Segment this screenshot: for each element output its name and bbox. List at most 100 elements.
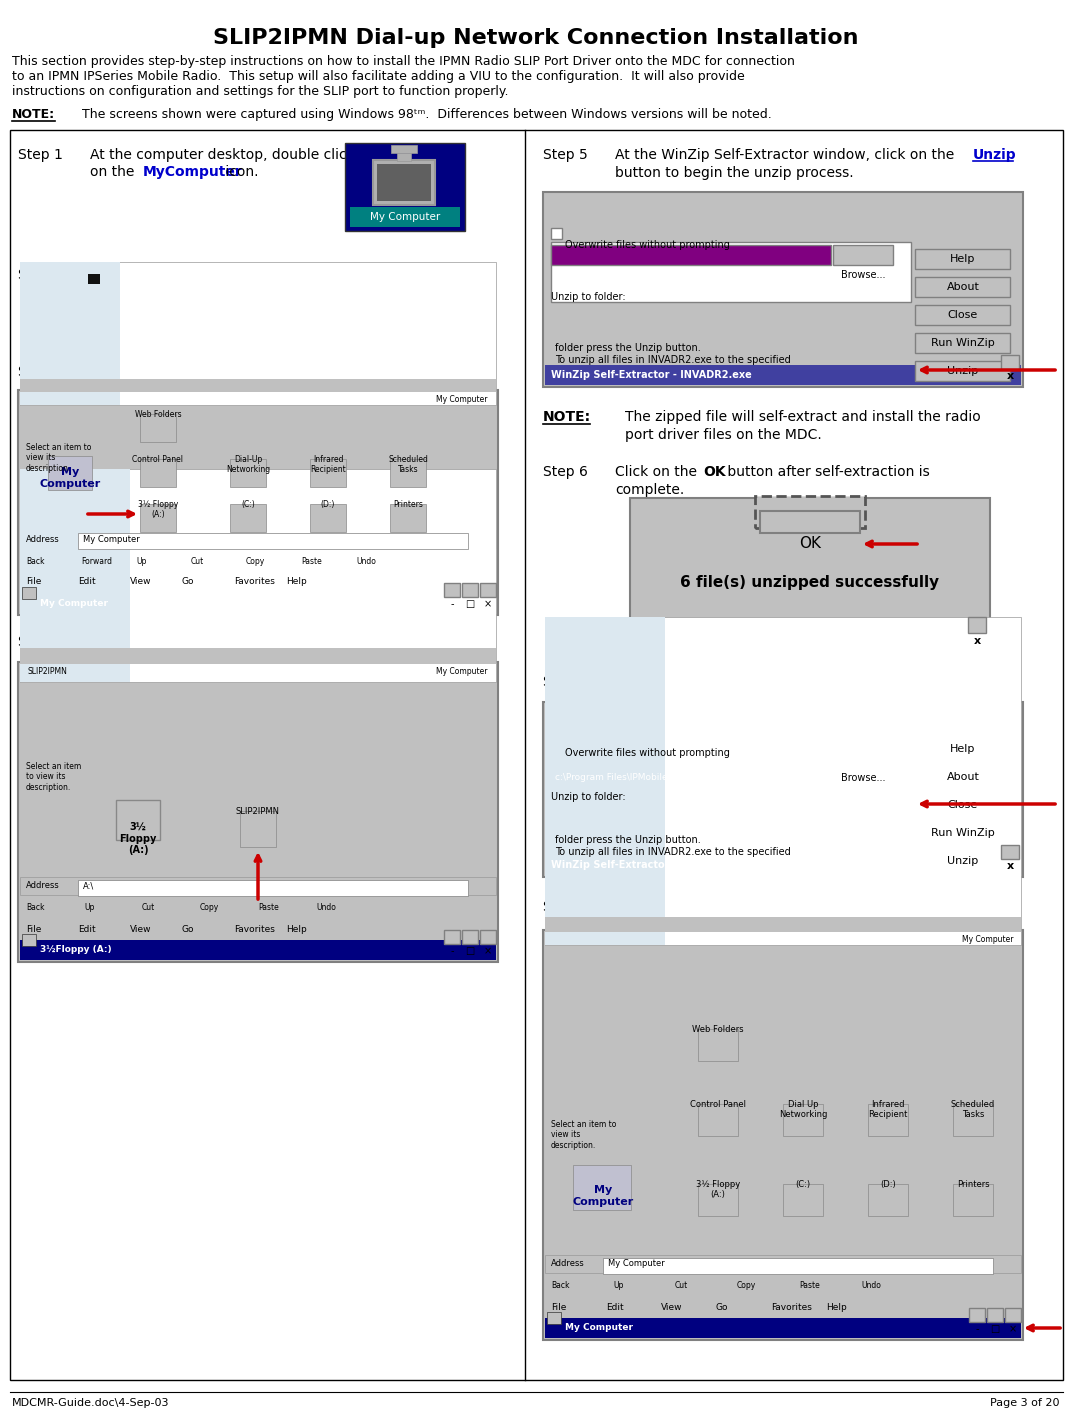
Text: Paste: Paste: [799, 1282, 820, 1290]
Bar: [545, 1255, 1021, 1273]
Bar: [552, 752, 831, 769]
Bar: [480, 930, 496, 944]
Text: My Computer: My Computer: [961, 936, 1013, 944]
Text: Back: Back: [26, 556, 44, 566]
Text: Web Folders: Web Folders: [135, 410, 181, 418]
Bar: [915, 795, 1010, 815]
Text: My
Computer: My Computer: [572, 1185, 634, 1207]
Bar: [373, 160, 435, 206]
Text: A:\: A:\: [83, 882, 94, 891]
Text: Go: Go: [182, 577, 194, 587]
Bar: [552, 228, 562, 240]
Text: Overwrite files without prompting: Overwrite files without prompting: [565, 749, 730, 759]
Bar: [139, 503, 176, 532]
Text: 3½
Floppy
(A:): 3½ Floppy (A:): [119, 822, 157, 855]
Bar: [20, 379, 496, 391]
Text: □: □: [466, 598, 474, 608]
Bar: [552, 752, 911, 803]
Bar: [310, 459, 346, 486]
Text: c:\Program Files\IPMobileNet: c:\Program Files\IPMobileNet: [555, 773, 684, 783]
Bar: [1005, 1307, 1021, 1322]
Bar: [20, 469, 130, 682]
Bar: [71, 289, 117, 315]
Text: Favorites: Favorites: [234, 925, 275, 933]
Bar: [699, 1184, 738, 1217]
Text: Help: Help: [286, 925, 307, 933]
Text: on the: on the: [90, 164, 138, 179]
Text: Control Panel: Control Panel: [132, 455, 183, 464]
Text: Step 3: Step 3: [18, 364, 62, 379]
Bar: [20, 593, 496, 613]
Text: Page 3 of 20: Page 3 of 20: [990, 1398, 1060, 1408]
Text: Favorites: Favorites: [771, 1303, 812, 1312]
Text: □: □: [466, 946, 474, 956]
Text: Select an item to
view its
description.: Select an item to view its description.: [26, 442, 91, 472]
Text: SLIP2IPMN: SLIP2IPMN: [28, 668, 68, 676]
Text: Copy: Copy: [200, 903, 219, 913]
Text: Go: Go: [716, 1303, 729, 1312]
Text: Click on the: Click on the: [615, 465, 702, 479]
Text: File: File: [26, 577, 42, 587]
Text: My
Computer: My Computer: [40, 467, 101, 489]
Text: folder press the Unzip button.: folder press the Unzip button.: [555, 835, 701, 845]
Bar: [116, 800, 160, 839]
Text: -: -: [975, 1324, 979, 1334]
Text: My Computer: My Computer: [565, 1323, 633, 1333]
Text: -: -: [451, 946, 454, 956]
Text: Unzip to folder:: Unzip to folder:: [552, 292, 626, 302]
Text: Up: Up: [136, 556, 146, 566]
Text: Step 4: Step 4: [18, 635, 62, 649]
Text: Help: Help: [951, 744, 975, 754]
Text: Close: Close: [947, 800, 979, 810]
Text: ×: ×: [484, 598, 493, 608]
Text: Cut: Cut: [675, 1282, 688, 1290]
Text: Undo: Undo: [317, 903, 336, 913]
Bar: [350, 207, 460, 227]
Text: ×: ×: [484, 946, 493, 956]
Text: 3½ Floppy
(A:): 3½ Floppy (A:): [696, 1180, 740, 1200]
Bar: [139, 459, 176, 486]
Bar: [377, 164, 431, 201]
Bar: [547, 1312, 561, 1324]
Bar: [462, 930, 477, 944]
Text: Infrared
Recipient: Infrared Recipient: [868, 1100, 908, 1119]
Text: File: File: [552, 1303, 567, 1312]
Text: Address: Address: [26, 535, 60, 543]
Text: My Computer: My Computer: [370, 213, 440, 223]
Text: Close: Close: [947, 311, 979, 320]
Text: Unzip: Unzip: [947, 366, 979, 376]
Text: -: -: [451, 598, 454, 608]
Bar: [969, 1307, 985, 1322]
Text: Paste: Paste: [302, 556, 322, 566]
Text: Insert the IPMN Radio SLIP Port Driver: Insert the IPMN Radio SLIP Port Driver: [135, 268, 397, 282]
Bar: [462, 583, 477, 597]
Text: WinZip Self-Extractor - INVADR2.exe: WinZip Self-Extractor - INVADR2.exe: [552, 859, 752, 871]
Bar: [389, 459, 426, 486]
Text: Control Panel: Control Panel: [690, 1100, 746, 1109]
Text: Back: Back: [552, 1282, 570, 1290]
Bar: [389, 503, 426, 532]
Text: Click on the: Click on the: [615, 675, 702, 689]
Bar: [391, 145, 417, 153]
Bar: [915, 333, 1010, 353]
Text: (D:): (D:): [880, 1180, 896, 1190]
Text: Browse...: Browse...: [841, 269, 885, 279]
Bar: [755, 496, 865, 527]
Bar: [915, 250, 1010, 269]
Text: icon.: icon.: [221, 164, 259, 179]
Text: NOTE:: NOTE:: [543, 410, 591, 424]
Text: Printers: Printers: [393, 501, 423, 509]
Text: Double click on the: Double click on the: [90, 635, 227, 649]
Text: Address: Address: [552, 1259, 585, 1269]
Text: Paste: Paste: [258, 903, 279, 913]
Text: About: About: [946, 282, 980, 292]
Text: (C:): (C:): [241, 501, 255, 509]
Text: Step 8: Step 8: [543, 900, 588, 915]
Text: Run WinZip: Run WinZip: [931, 337, 995, 347]
Bar: [953, 1105, 993, 1136]
Bar: [20, 262, 496, 406]
Bar: [545, 1278, 1021, 1295]
Text: Address: Address: [26, 882, 60, 891]
Text: button after self-extraction is: button after self-extraction is: [723, 465, 929, 479]
Text: Step 7: Step 7: [543, 675, 588, 689]
